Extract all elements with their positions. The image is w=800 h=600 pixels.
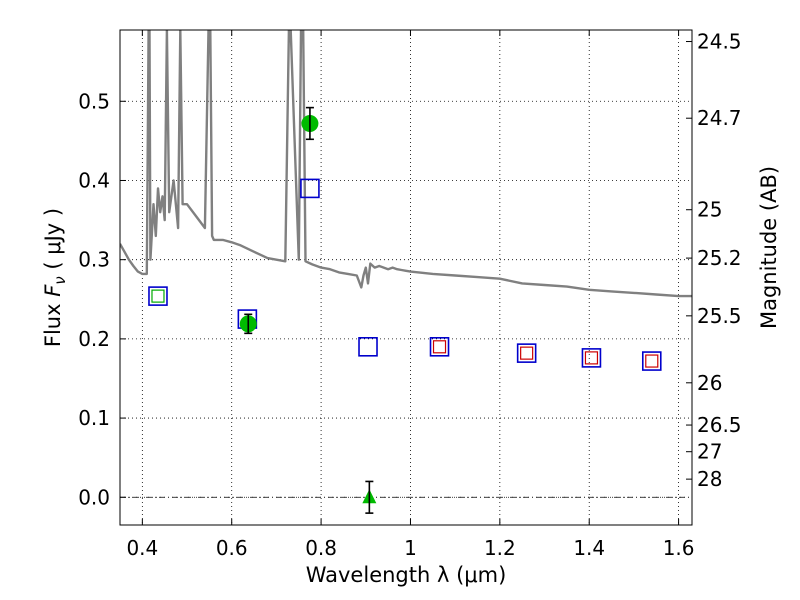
magnitude-tick-label: 28	[697, 467, 722, 491]
model-square-marker	[516, 343, 537, 363]
x-tick-labels: 0.4 0.6 0.8 1 1.2 1.4 1.6	[126, 536, 694, 560]
x-tick-label: 1.4	[573, 536, 605, 560]
x-tick-label: 0.8	[305, 536, 337, 560]
magnitude-tick-label: 24.5	[697, 30, 742, 54]
y-tick-label: 0.0	[78, 485, 110, 509]
y-tick-label: 0.2	[78, 327, 110, 351]
spectrum-line	[120, 30, 692, 298]
magnitude-tick-label: 27	[697, 440, 722, 464]
model-square-marker	[429, 336, 450, 357]
magnitude-tick-label: 26.5	[697, 413, 742, 437]
model-square-marker	[581, 348, 602, 368]
secondary-square-marker	[645, 354, 659, 368]
grid	[120, 30, 692, 525]
y-tick-label: 0.4	[78, 168, 110, 192]
x-tick-label: 0.6	[216, 536, 248, 560]
magnitude-tick-label: 25.2	[697, 246, 742, 270]
magnitude-tick-label: 26	[697, 371, 722, 395]
magnitude-axis-label: Magnitude (AB)	[757, 166, 781, 329]
x-tick-label: 1.6	[663, 536, 695, 560]
y-tick-label: 0.5	[78, 89, 110, 113]
photometry-layer	[148, 106, 662, 514]
y-tick-label: 0.3	[78, 248, 110, 272]
x-tick-label: 0.4	[126, 536, 158, 560]
magnitude-tick-label: 25.5	[697, 304, 742, 328]
model-square-marker	[641, 351, 662, 371]
y-tick-labels: 0.0 0.1 0.2 0.3 0.4 0.5	[78, 89, 110, 509]
secondary-square-marker	[584, 351, 599, 365]
secondary-square-marker	[432, 340, 447, 354]
magnitude-tick-labels: 24.5 24.7 25 25.2 25.5 26 26.5 27 28	[697, 30, 742, 492]
secondary-square-marker	[520, 346, 534, 360]
model-square-marker	[300, 178, 320, 199]
magnitude-tick-label: 24.7	[697, 106, 742, 130]
x-tick-label: 1.2	[484, 536, 516, 560]
y-tick-label: 0.1	[78, 406, 110, 430]
magnitude-tick-label: 25	[697, 198, 722, 222]
secondary-square-marker	[151, 289, 165, 303]
tick-marks	[120, 30, 692, 525]
model-square-marker	[148, 286, 168, 306]
spectrum-layer	[120, 30, 692, 298]
y-axis-label: Flux Fν ( μJy )	[41, 208, 69, 347]
x-axis-label: Wavelength λ (μm)	[306, 563, 507, 587]
x-tick-label: 1	[404, 536, 417, 560]
plot-frame	[119, 29, 693, 526]
model-square-marker	[358, 336, 378, 357]
